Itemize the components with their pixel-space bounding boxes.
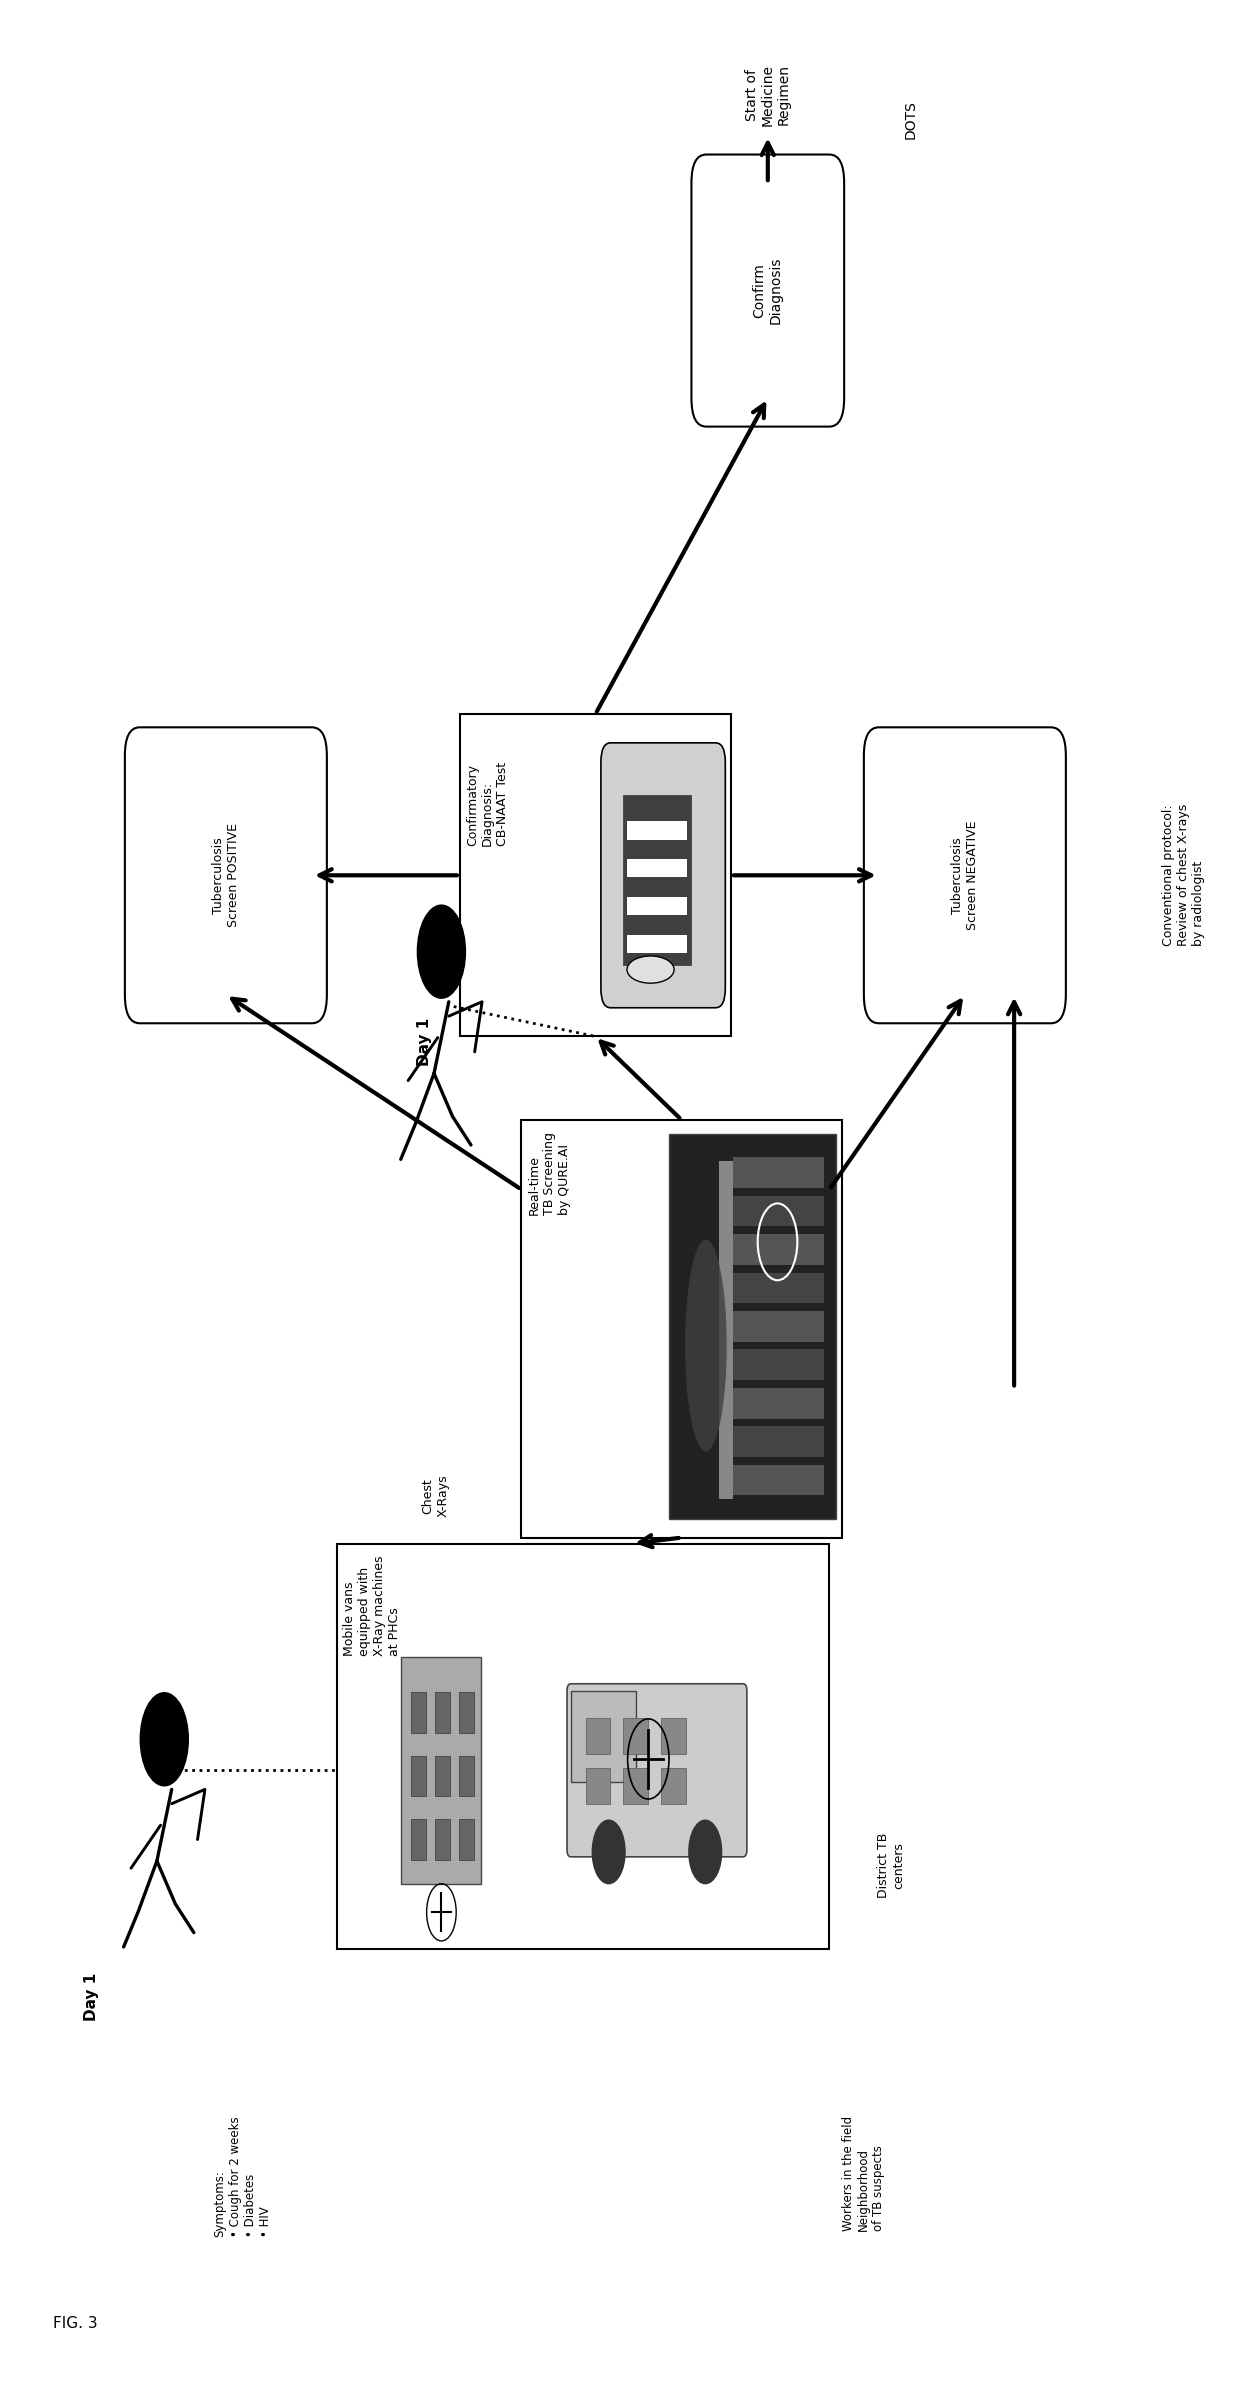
Text: Day 1: Day 1 [417, 1018, 432, 1066]
Bar [661, 1768, 686, 1803]
Bar [626, 934, 687, 953]
Bar [733, 1348, 825, 1380]
Bar [435, 1691, 450, 1734]
FancyBboxPatch shape [692, 156, 844, 426]
Bar [459, 1691, 474, 1734]
FancyBboxPatch shape [601, 742, 725, 1008]
Text: DOTS: DOTS [903, 101, 918, 139]
FancyBboxPatch shape [864, 728, 1066, 1023]
Text: Conventional protocol:
Review of chest X-rays
by radiologist: Conventional protocol: Review of chest X… [1162, 805, 1205, 946]
Text: Real-time
TB Screening
by QURE.AI: Real-time TB Screening by QURE.AI [528, 1133, 570, 1214]
Ellipse shape [684, 1241, 727, 1451]
Bar [733, 1310, 825, 1341]
Bar [459, 1756, 474, 1796]
Text: District TB
centers: District TB centers [877, 1832, 905, 1899]
Text: Symptoms:
• Cough for 2 weeks
• Diabetes
• HIV: Symptoms: • Cough for 2 weeks • Diabetes… [213, 2117, 272, 2237]
Text: Chest
X-Rays: Chest X-Rays [422, 1475, 449, 1516]
Bar [733, 1387, 825, 1418]
Bar [585, 1717, 610, 1756]
Bar [522, 1121, 842, 1538]
Bar [459, 1818, 474, 1861]
Text: Tuberculosis
Screen POSITIVE: Tuberculosis Screen POSITIVE [212, 824, 239, 927]
Text: Confirmatory
Diagnosis:
CB-NAAT Test: Confirmatory Diagnosis: CB-NAAT Test [466, 762, 510, 845]
Bar [626, 860, 687, 877]
Circle shape [689, 1820, 722, 1882]
Bar [719, 1162, 733, 1499]
Circle shape [593, 1820, 625, 1882]
Text: Start of
Medicine
Regimen: Start of Medicine Regimen [744, 65, 791, 127]
Bar [412, 1818, 425, 1861]
Bar [626, 898, 687, 915]
Bar [435, 1756, 450, 1796]
Bar [624, 1768, 647, 1803]
Bar [733, 1157, 825, 1188]
Bar [661, 1717, 686, 1756]
Bar [733, 1195, 825, 1226]
Text: Day 1: Day 1 [84, 1973, 99, 2021]
Ellipse shape [627, 956, 675, 984]
Text: Tuberculosis
Screen NEGATIVE: Tuberculosis Screen NEGATIVE [951, 821, 978, 929]
Bar [626, 821, 687, 841]
Bar [622, 795, 691, 965]
Bar [733, 1233, 825, 1265]
Bar [624, 1717, 647, 1756]
Text: Workers in the field
Neighborhood
of TB suspects: Workers in the field Neighborhood of TB … [842, 2117, 884, 2232]
Text: FIG. 3: FIG. 3 [53, 2316, 98, 2330]
Bar [733, 1466, 825, 1494]
Bar [460, 714, 730, 1037]
Bar [733, 1272, 825, 1303]
Bar [402, 1657, 481, 1882]
Bar [585, 1768, 610, 1803]
FancyBboxPatch shape [125, 728, 327, 1023]
Bar [412, 1756, 425, 1796]
FancyBboxPatch shape [567, 1684, 746, 1856]
Bar [570, 1691, 636, 1782]
Circle shape [140, 1693, 188, 1787]
Bar [733, 1427, 825, 1456]
Bar [435, 1818, 450, 1861]
Circle shape [418, 905, 465, 999]
Text: Mobile vans
equipped with
X-Ray machines
at PHCs: Mobile vans equipped with X-Ray machines… [343, 1554, 401, 1655]
Text: Confirm
Diagnosis: Confirm Diagnosis [753, 256, 782, 323]
Bar [670, 1135, 836, 1518]
Bar [337, 1542, 830, 1950]
Bar [412, 1691, 425, 1734]
